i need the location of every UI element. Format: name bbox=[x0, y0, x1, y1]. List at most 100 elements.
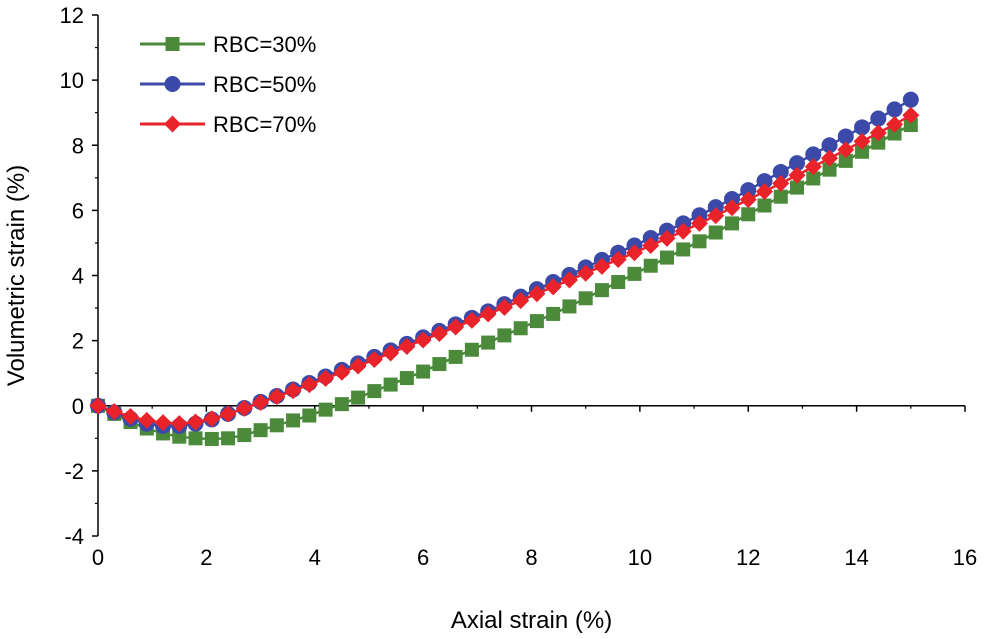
data-point bbox=[544, 278, 562, 296]
data-point bbox=[334, 397, 349, 412]
data-point bbox=[398, 337, 416, 355]
data-point bbox=[351, 390, 366, 405]
data-point bbox=[188, 431, 203, 446]
data-point bbox=[788, 166, 806, 184]
data-point bbox=[886, 101, 903, 118]
data-point bbox=[204, 431, 219, 446]
data-point bbox=[674, 222, 692, 240]
data-point bbox=[138, 411, 156, 429]
data-point bbox=[773, 189, 788, 204]
data-point bbox=[89, 397, 107, 415]
data-point bbox=[643, 258, 658, 273]
data-point bbox=[822, 162, 837, 177]
data-point bbox=[172, 429, 187, 444]
data-point bbox=[383, 377, 398, 392]
data-point bbox=[837, 141, 855, 159]
data-point bbox=[447, 318, 465, 336]
y-tick-label: 10 bbox=[60, 68, 84, 93]
data-point bbox=[658, 229, 676, 247]
data-point bbox=[479, 305, 497, 323]
data-point bbox=[821, 137, 838, 154]
data-point bbox=[806, 171, 821, 186]
data-point bbox=[625, 244, 643, 262]
legend: RBC=30% RBC=50% RBC=70% bbox=[140, 32, 316, 137]
series-line bbox=[97, 98, 912, 428]
x-tick-label: 0 bbox=[92, 545, 104, 570]
data-point bbox=[219, 405, 237, 423]
x-tick-label: 2 bbox=[200, 545, 212, 570]
data-point bbox=[659, 250, 674, 265]
data-point bbox=[902, 106, 920, 124]
legend-marker bbox=[164, 115, 181, 133]
data-point bbox=[902, 91, 919, 108]
data-point bbox=[448, 349, 463, 364]
data-point bbox=[333, 363, 351, 381]
data-point bbox=[821, 149, 839, 167]
data-point bbox=[790, 180, 805, 195]
data-point bbox=[432, 357, 447, 372]
data-point bbox=[318, 402, 333, 417]
data-point bbox=[772, 163, 789, 180]
y-tick-label: -4 bbox=[64, 524, 84, 549]
data-point bbox=[154, 414, 172, 432]
data-point bbox=[611, 275, 626, 290]
data-point bbox=[740, 182, 757, 199]
y-axis-title: Volumetric strain (%) bbox=[3, 165, 30, 386]
data-point bbox=[253, 423, 268, 438]
x-tick-label: 6 bbox=[417, 545, 429, 570]
data-point bbox=[187, 413, 205, 431]
data-point bbox=[560, 271, 578, 289]
legend-label: RBC=30% bbox=[213, 32, 316, 57]
x-tick-label: 4 bbox=[309, 545, 321, 570]
data-point bbox=[741, 207, 756, 222]
data-point bbox=[235, 399, 253, 417]
data-point bbox=[870, 110, 887, 127]
legend-marker bbox=[165, 37, 180, 51]
y-tick-label: -2 bbox=[64, 459, 84, 484]
data-point bbox=[317, 369, 335, 387]
data-point bbox=[203, 410, 221, 428]
x-tick-label: 10 bbox=[628, 545, 652, 570]
data-point bbox=[529, 314, 544, 329]
data-point bbox=[464, 342, 479, 357]
data-point bbox=[497, 328, 512, 343]
y-tick-label: 6 bbox=[72, 198, 84, 223]
data-point bbox=[756, 173, 773, 190]
data-point bbox=[724, 216, 739, 231]
y-tick-label: 12 bbox=[60, 3, 84, 28]
data-point bbox=[528, 285, 546, 303]
data-point bbox=[757, 198, 772, 213]
data-point bbox=[463, 311, 481, 329]
data-point bbox=[756, 182, 774, 200]
data-point bbox=[284, 382, 302, 400]
series-circle bbox=[90, 91, 919, 434]
data-point bbox=[562, 299, 577, 314]
data-point bbox=[805, 146, 822, 163]
data-point bbox=[627, 266, 642, 281]
x-tick-label: 16 bbox=[953, 545, 977, 570]
data-point bbox=[481, 335, 496, 350]
x-tick-label: 14 bbox=[844, 545, 868, 570]
data-point bbox=[578, 291, 593, 306]
data-point bbox=[853, 132, 871, 150]
data-point bbox=[122, 407, 140, 425]
data-point bbox=[593, 257, 611, 275]
y-tick-label: 4 bbox=[72, 264, 84, 289]
data-point bbox=[855, 144, 870, 159]
legend-marker bbox=[164, 76, 181, 92]
data-point bbox=[546, 306, 561, 321]
data-point bbox=[399, 371, 414, 386]
y-tick-label: 2 bbox=[72, 329, 84, 354]
data-point bbox=[739, 191, 757, 209]
data-point bbox=[367, 384, 382, 399]
data-point bbox=[269, 418, 284, 433]
data-point bbox=[772, 174, 790, 192]
series-diamond bbox=[89, 106, 920, 433]
series-line bbox=[97, 123, 912, 441]
data-point bbox=[414, 331, 432, 349]
data-point bbox=[871, 135, 886, 150]
data-point bbox=[903, 118, 918, 133]
data-point bbox=[789, 155, 806, 172]
y-tick-label: 8 bbox=[72, 133, 84, 158]
